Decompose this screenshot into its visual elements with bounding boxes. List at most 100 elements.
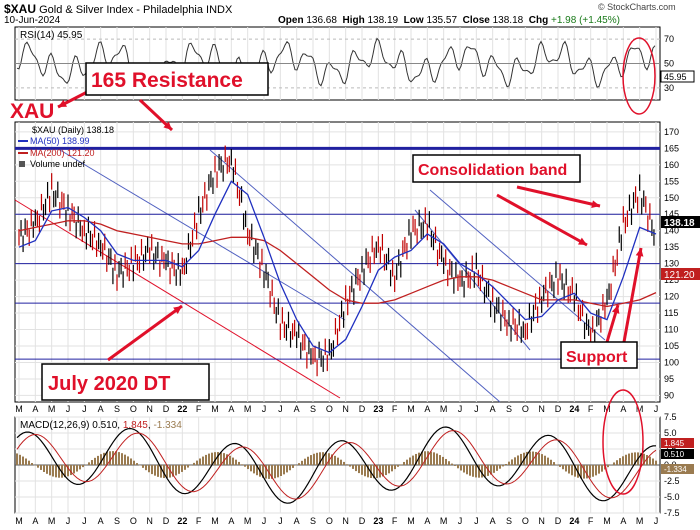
- month-label-bottom: J: [262, 516, 267, 526]
- resistance-arrow-left-head: [58, 99, 67, 107]
- price-tick-label: 130: [664, 259, 679, 269]
- rsi-tick-label: 50: [664, 59, 674, 69]
- month-label-top: S: [114, 404, 120, 414]
- support-callout: Support: [566, 349, 628, 366]
- ma50-line: [18, 180, 657, 354]
- month-label-top: J: [474, 404, 479, 414]
- month-label-top: N: [342, 404, 349, 414]
- price-tag: [661, 216, 700, 228]
- consolidation-callout-box: [412, 154, 581, 183]
- macd-tick-label: -7.5: [664, 508, 680, 518]
- month-label-top: M: [407, 404, 415, 414]
- price-tick-label: 125: [664, 275, 679, 285]
- ma200-line: [18, 220, 657, 308]
- macd-tag-1: [661, 438, 694, 448]
- consolidation-arrow-1: [516, 185, 601, 208]
- month-label-bottom: M: [407, 516, 415, 526]
- symbol-title: $XAU: [4, 2, 37, 16]
- price-tick-label: 115: [664, 308, 678, 318]
- downtrend-arrow-head: [173, 306, 182, 314]
- month-label-bottom: 22: [177, 516, 187, 526]
- month-label-bottom: S: [506, 516, 512, 526]
- month-label-bottom: N: [146, 516, 153, 526]
- month-label-bottom: A: [228, 516, 234, 526]
- high-label: High: [342, 15, 365, 26]
- support-callout-box: [560, 341, 638, 369]
- month-label-top: A: [98, 404, 104, 414]
- channel-line: [59, 149, 346, 321]
- macd-line: [16, 426, 657, 504]
- price-tick-label: 145: [664, 209, 679, 219]
- july-2020-downtrend-line: [14, 199, 341, 399]
- price-legend: $XAU (Daily) 138.18: [32, 125, 114, 135]
- macd-tag-1-text: 1.845: [664, 439, 685, 448]
- month-label-bottom: F: [196, 516, 202, 526]
- month-label-bottom: J: [654, 516, 659, 526]
- price-tick-label: 120: [664, 292, 679, 302]
- resistance-arrow-right-head: [163, 121, 172, 130]
- rsi-line: [16, 37, 656, 90]
- high-value: 138.19: [367, 15, 399, 26]
- month-label-top: A: [424, 404, 430, 414]
- month-label-top: D: [359, 404, 366, 414]
- month-label-bottom: M: [244, 516, 252, 526]
- chart-date: 10-Jun-2024: [4, 15, 61, 26]
- downtrend-callout: July 2020 DT: [48, 373, 170, 395]
- month-label-top: A: [490, 404, 496, 414]
- month-label-top: M: [48, 404, 56, 414]
- consolidation-arrow-2: [496, 193, 588, 247]
- month-label-bottom: A: [98, 516, 104, 526]
- month-label-bottom: D: [555, 516, 562, 526]
- month-label-bottom: J: [82, 516, 87, 526]
- month-label-bottom: 24: [569, 516, 579, 526]
- month-label-bottom: O: [130, 516, 137, 526]
- month-label-bottom: A: [32, 516, 38, 526]
- rsi-value-tag: [660, 70, 695, 83]
- macd-tag-3: [661, 464, 694, 474]
- month-label-top: J: [82, 404, 87, 414]
- channel-line: [209, 149, 501, 403]
- volume-legend-swatch: [19, 161, 25, 167]
- month-label-bottom: S: [310, 516, 316, 526]
- month-label-top: F: [392, 404, 398, 414]
- month-label-bottom: A: [424, 516, 430, 526]
- month-label-top: D: [163, 404, 170, 414]
- month-label-bottom: A: [490, 516, 496, 526]
- ma200-legend: MA(200) 121.20: [30, 148, 95, 158]
- month-label-bottom: D: [359, 516, 366, 526]
- chg-label: Chg: [528, 15, 549, 26]
- close-label: Close: [462, 15, 490, 26]
- low-value: 135.57: [426, 15, 458, 26]
- xau-label: XAU: [10, 100, 54, 123]
- symbol-subtitle: Gold & Silver Index - Philadelphia: [39, 4, 203, 16]
- month-label-bottom: J: [66, 516, 71, 526]
- month-label-bottom: D: [163, 516, 170, 526]
- month-label-top: A: [32, 404, 38, 414]
- month-label-bottom: J: [278, 516, 283, 526]
- resistance-callout-box: [85, 62, 269, 96]
- open-label: Open: [278, 15, 304, 26]
- exchange: INDX: [206, 4, 233, 16]
- macd-tick-label: 5.0: [664, 428, 677, 438]
- macd-highlight-ellipse: [602, 389, 644, 495]
- month-label-top: M: [636, 404, 644, 414]
- rsi-tick-label: 70: [664, 34, 674, 44]
- price-tick-label: 140: [664, 226, 679, 236]
- resistance-callout: 165 Resistance: [91, 69, 243, 92]
- month-label-top: O: [522, 404, 529, 414]
- month-label-top: A: [228, 404, 234, 414]
- price-tag-text: 138.18: [664, 218, 695, 229]
- month-label-top: J: [66, 404, 71, 414]
- price-tick-label: 95: [664, 374, 674, 384]
- price-tick-label: 150: [664, 193, 679, 203]
- volume-legend: Volume undef: [30, 159, 86, 169]
- downtrend-arrow: [107, 304, 183, 362]
- month-label-top: J: [458, 404, 463, 414]
- support-arrow-2: [622, 247, 643, 343]
- month-label-top: O: [130, 404, 137, 414]
- month-label-bottom: M: [440, 516, 448, 526]
- month-label-top: 23: [373, 404, 383, 414]
- month-label-top: M: [211, 404, 219, 414]
- channel-line: [429, 189, 606, 341]
- month-label-top: A: [294, 404, 300, 414]
